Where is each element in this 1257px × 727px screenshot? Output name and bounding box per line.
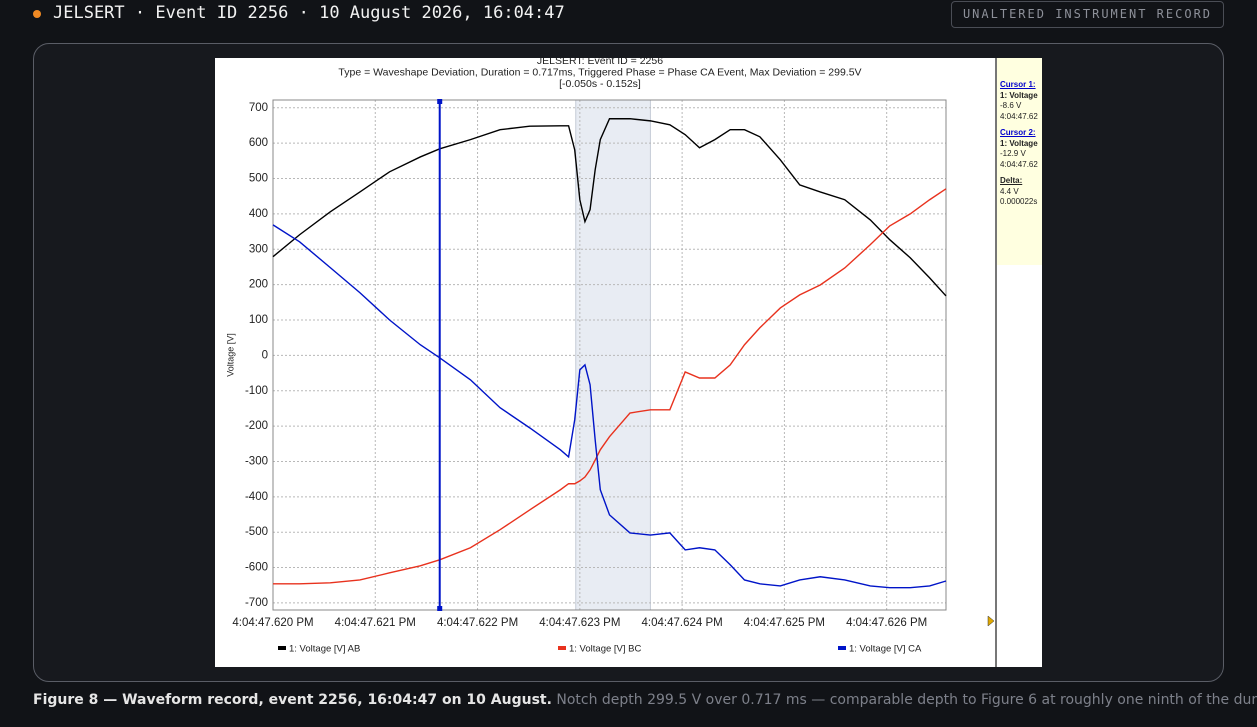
y-tick-label: -100 [245,385,268,397]
x-tick-label: 4:04:47.626 PM [846,617,927,629]
delta-title: Delta: [1000,176,1023,185]
caption: Figure 8 — Waveform record, event 2256, … [33,692,1257,708]
cursor-channel: 1: Voltage [1000,90,1038,100]
panel-divider [995,58,997,667]
y-tick-label: -700 [245,597,268,609]
cursor-title: Cursor 2: [1000,128,1036,137]
cursor-value: -12.9 V [1000,149,1026,158]
y-tick-label: -500 [245,526,268,538]
x-tick-label: 4:04:47.625 PM [744,617,825,629]
status-dot [33,10,41,18]
chart-title: JELSERT: Event ID = 2256 [537,58,663,67]
plot-frame [272,99,947,611]
record-badge: UNALTERED INSTRUMENT RECORD [951,1,1224,28]
delta-time: 0.000022s [1000,197,1038,206]
cursor-panel: Cursor 1: 1: Voltage -8.6 V 4:04:47.62 C… [997,58,1042,265]
cursor-handle [437,99,443,104]
cursor-channel: 1: Voltage [1000,138,1038,148]
plot-box: JELSERT: Event ID = 2256 Type = Waveshape… [215,55,1042,667]
delta-value: 4.4 V [1000,186,1019,196]
legend-label: 1: Voltage [V] BC [569,644,641,655]
cursor-title: Cursor 1: [1000,80,1036,89]
cursor-value: -8.6 V [1000,101,1022,110]
y-tick-label: -200 [245,420,268,432]
cursor-time: 4:04:47.62 [1000,159,1038,169]
caption-lead: Figure 8 — Waveform record, event 2256, … [33,692,552,708]
x-tick-label: 4:04:47.624 PM [642,617,723,629]
panel-arrow [987,615,995,627]
cursor-handle [437,606,443,611]
y-tick-label: 0 [262,349,268,361]
y-tick-label: 400 [249,208,268,220]
legend-swatch [278,646,286,650]
x-tick-label: 4:04:47.620 PM [232,617,313,629]
y-tick-label: 500 [249,173,268,185]
legend-label: 1: Voltage [V] AB [289,644,360,655]
y-tick-label: 100 [249,314,268,326]
y-tick-label: -400 [245,491,268,503]
y-tick-label: 600 [249,137,268,149]
y-tick-label: -600 [245,562,268,574]
x-tick-label: 4:04:47.621 PM [335,617,416,629]
header-title: JELSERT · Event ID 2256 · 10 August 2026… [53,3,565,23]
x-tick-label: 4:04:47.623 PM [539,617,620,629]
y-tick-label: 300 [249,243,268,255]
y-tick-label: -300 [245,455,268,467]
y-axis-label: Voltage [V] [225,333,235,377]
cursor-time: 4:04:47.62 [1000,111,1038,121]
legend-label: 1: Voltage [V] CA [849,644,922,655]
caption-text: Notch depth 299.5 V over 0.717 ms — comp… [556,692,1257,708]
x-tick-label: 4:04:47.622 PM [437,617,518,629]
legend-swatch [838,646,846,650]
y-tick-label: 700 [249,102,268,114]
y-tick-label: 200 [249,279,268,291]
legend-swatch [558,646,566,650]
chart-title: [-0.050s - 0.152s] [559,78,641,90]
chart-title: Type = Waveshape Deviation, Duration = 0… [338,66,861,78]
